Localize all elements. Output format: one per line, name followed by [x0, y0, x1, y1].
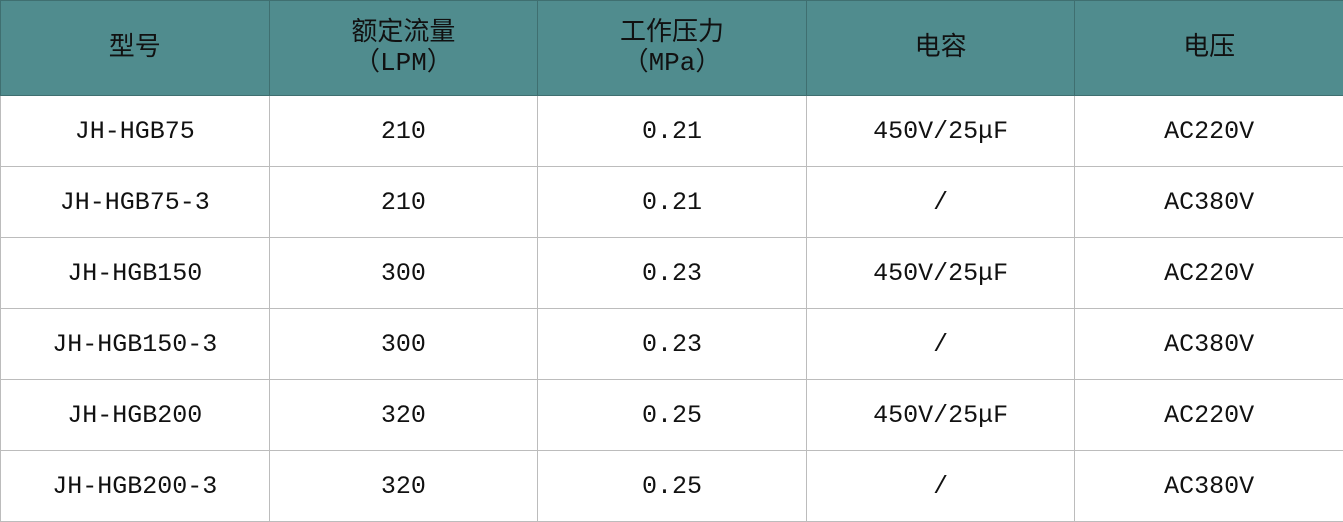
cell-flow: 300 — [269, 238, 538, 309]
header-capacitor: 电容 — [806, 1, 1075, 96]
cell-capacitor: / — [806, 167, 1075, 238]
cell-model: JH-HGB150 — [1, 238, 270, 309]
header-unit: （MPa） — [623, 48, 722, 78]
cell-model: JH-HGB200-3 — [1, 451, 270, 522]
cell-pressure: 0.23 — [538, 309, 807, 380]
header-label: 电压 — [1183, 33, 1235, 63]
cell-voltage: AC220V — [1075, 96, 1343, 167]
header-pressure: 工作压力（MPa） — [538, 1, 807, 96]
cell-pressure: 0.21 — [538, 167, 807, 238]
cell-capacitor: 450V/25μF — [806, 96, 1075, 167]
cell-model: JH-HGB75 — [1, 96, 270, 167]
cell-flow: 210 — [269, 96, 538, 167]
cell-model: JH-HGB200 — [1, 380, 270, 451]
cell-flow: 320 — [269, 451, 538, 522]
header-label: 型号 — [109, 33, 161, 63]
cell-model: JH-HGB75-3 — [1, 167, 270, 238]
cell-pressure: 0.23 — [538, 238, 807, 309]
cell-capacitor: / — [806, 309, 1075, 380]
cell-capacitor: 450V/25μF — [806, 238, 1075, 309]
header-label: 工作压力 — [620, 18, 724, 48]
cell-flow: 210 — [269, 167, 538, 238]
cell-flow: 300 — [269, 309, 538, 380]
cell-voltage: AC380V — [1075, 309, 1343, 380]
cell-voltage: AC220V — [1075, 238, 1343, 309]
header-label: 额定流量 — [351, 18, 455, 48]
header-model: 型号 — [1, 1, 270, 96]
cell-voltage: AC220V — [1075, 380, 1343, 451]
cell-voltage: AC380V — [1075, 451, 1343, 522]
cell-flow: 320 — [269, 380, 538, 451]
header-label: 电容 — [915, 33, 967, 63]
cell-pressure: 0.21 — [538, 96, 807, 167]
cell-voltage: AC380V — [1075, 167, 1343, 238]
header-flow: 额定流量（LPM） — [269, 1, 538, 96]
cell-model: JH-HGB150-3 — [1, 309, 270, 380]
cell-pressure: 0.25 — [538, 380, 807, 451]
cell-pressure: 0.25 — [538, 451, 807, 522]
cell-capacitor: / — [806, 451, 1075, 522]
header-voltage: 电压 — [1075, 1, 1343, 96]
header-row: 型号 额定流量（LPM） 工作压力（MPa） 电容 电压 — [1, 1, 1343, 96]
cell-capacitor: 450V/25μF — [806, 380, 1075, 451]
header-unit: （LPM） — [354, 48, 453, 78]
